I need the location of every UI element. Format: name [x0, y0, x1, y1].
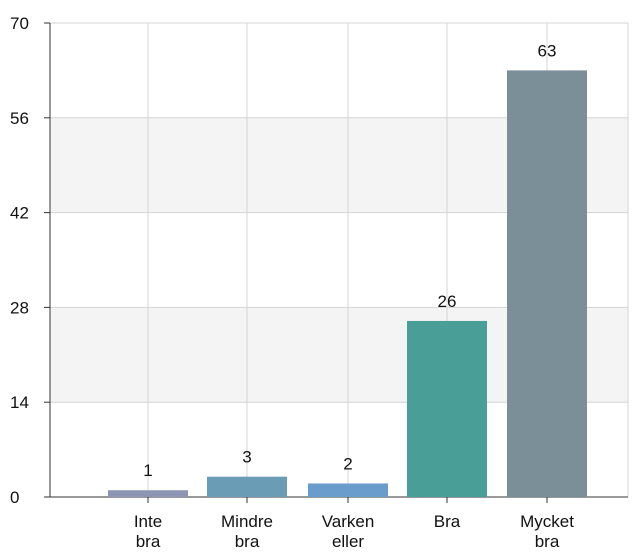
- category-label: Varken eller: [322, 512, 375, 551]
- bars: [108, 70, 587, 498]
- y-tick-label: 28: [10, 298, 29, 317]
- bar: [308, 483, 388, 497]
- category-label: Bra: [434, 512, 461, 531]
- y-tick-label: 0: [10, 488, 19, 507]
- data-label: 63: [538, 41, 557, 60]
- y-tick-label: 42: [10, 204, 29, 223]
- data-label: 3: [242, 448, 251, 467]
- data-label: 1: [143, 461, 152, 480]
- category-label: Mycket bra: [520, 512, 574, 551]
- bar: [507, 70, 587, 498]
- y-tick-label: 14: [10, 393, 29, 412]
- bar: [407, 320, 487, 497]
- y-tick-label: 56: [10, 109, 29, 128]
- labels: 0 14 28 42 56 70 1 Inte bra 3 Mindre bra 2 Varken elle…: [10, 14, 574, 551]
- category-label: Inte bra: [134, 512, 162, 551]
- bar: [207, 476, 287, 497]
- category-label: Mindre bra: [221, 512, 273, 551]
- y-tick-label: 70: [10, 14, 29, 33]
- data-label: 26: [438, 292, 457, 311]
- bar: [108, 490, 188, 497]
- data-label: 2: [343, 454, 352, 473]
